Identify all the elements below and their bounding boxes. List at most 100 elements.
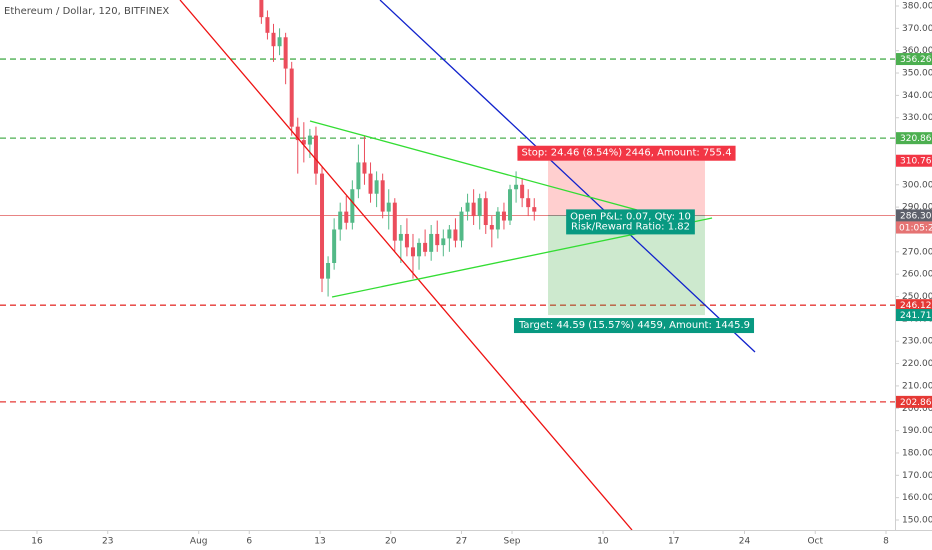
candle-body (374, 180, 379, 194)
candle-body (392, 202, 397, 241)
price-label: 246.12 (900, 301, 932, 311)
candle-body (447, 229, 452, 239)
candle-body (320, 173, 325, 279)
candle-body (350, 189, 355, 223)
y-tick-label: 270.00 (902, 247, 932, 257)
x-tick-label: 17 (668, 537, 679, 547)
x-tick-label: 13 (314, 537, 325, 547)
trend-line (379, 0, 756, 353)
price-label-box (896, 395, 932, 408)
candle-body (489, 225, 494, 230)
y-tick-label: 210.00 (902, 381, 932, 391)
candle-body (483, 198, 488, 226)
x-tick-label: Oct (807, 537, 823, 547)
y-tick-label: 230.00 (902, 337, 932, 347)
candle-body (332, 229, 337, 263)
price-label-box (896, 209, 932, 222)
x-tick-label: 16 (31, 537, 43, 547)
price-label: 320.86 (900, 134, 932, 144)
price-label-box (896, 132, 932, 145)
trend-line (309, 120, 638, 211)
candle-body (429, 233, 434, 252)
price-label-box (896, 154, 932, 167)
candle-body (453, 229, 458, 241)
y-tick-label: 170.00 (902, 471, 932, 481)
target-label: Target: 44.59 (15.57%) 4459, Amount: 144… (513, 318, 755, 334)
price-label: 202.86 (900, 398, 932, 408)
y-tick-label: 260.00 (902, 270, 932, 280)
ratio-text: Risk/Reward Ratio: 1.82 (571, 221, 690, 232)
candle-body (362, 162, 367, 174)
x-tick-label: 23 (102, 537, 113, 547)
candle-body (520, 184, 525, 199)
candle-body (471, 202, 476, 217)
plot-area (0, 0, 895, 530)
x-tick-label: Aug (190, 537, 208, 547)
candle-body (417, 242, 422, 257)
candle-body (404, 233, 409, 248)
candle-body (435, 233, 440, 246)
candle-body (326, 262, 331, 279)
candle-body (465, 202, 470, 212)
y-tick-label: 200.00 (902, 404, 932, 414)
price-label-box (896, 309, 932, 322)
candle-body (410, 247, 415, 257)
y-tick-label: 300.00 (902, 180, 932, 190)
candle-body (368, 173, 373, 194)
candle-body (301, 140, 306, 145)
candle-body (344, 211, 349, 223)
stop-label: Stop: 24.46 (8.54%) 2446, Amount: 755.4 (517, 145, 736, 161)
x-tick-label: 10 (597, 537, 609, 547)
candle-body (514, 184, 519, 190)
price-label-box (896, 299, 932, 312)
price-label: 241.71 (900, 311, 932, 321)
x-tick-label: 8 (883, 537, 889, 547)
trend-line (179, 0, 633, 530)
candle-body (265, 17, 270, 33)
x-tick-label: 6 (246, 537, 252, 547)
price-label: 310.76 (900, 157, 932, 167)
y-tick-label: 220.00 (902, 359, 932, 369)
y-tick-label: 180.00 (902, 448, 932, 458)
price-label-box (896, 53, 932, 66)
candle-body (495, 211, 500, 230)
y-tick-label: 360.00 (902, 46, 932, 56)
x-tick-label: 27 (456, 537, 467, 547)
y-tick-label: 160.00 (902, 493, 932, 503)
y-tick-label: 150.00 (902, 516, 932, 526)
y-tick-label: 370.00 (902, 24, 932, 34)
candle-body (277, 37, 282, 47)
y-tick-label: 250.00 (902, 292, 932, 302)
chart-title: Ethereum / Dollar, 120, BITFINEX (4, 6, 169, 17)
candle-body (271, 32, 276, 47)
stop-zone (548, 160, 705, 216)
candle-body (526, 198, 531, 208)
candle-body (532, 207, 537, 212)
countdown-box (896, 221, 932, 234)
y-tick-label: 380.00 (902, 1, 932, 11)
candle-body (307, 135, 312, 145)
y-tick-label: 290.00 (902, 203, 932, 213)
candle-body (441, 238, 446, 246)
target-label-text: Target: 44.59 (15.57%) 4459, Amount: 144… (518, 320, 750, 331)
y-tick-label: 330.00 (902, 113, 932, 123)
candle-body (459, 211, 464, 241)
candle-body (380, 180, 385, 212)
y-tick-label: 350.00 (902, 69, 932, 79)
pnl-box (566, 209, 695, 235)
candle-body (508, 189, 513, 221)
candle-body (289, 68, 294, 127)
x-tick-label: Sep (504, 537, 521, 547)
candle-body (283, 37, 288, 69)
countdown: 01:05:20 (899, 224, 932, 234)
price-label: 356.26 (900, 55, 932, 65)
candle-body (356, 162, 361, 190)
candle-body (398, 233, 403, 241)
stop-label-text: Stop: 24.46 (8.54%) 2446, Amount: 755.4 (521, 148, 731, 159)
x-tick-label: 24 (739, 537, 751, 547)
candle-body (338, 211, 343, 230)
y-tick-label: 190.00 (902, 426, 932, 436)
candle-body (295, 126, 300, 141)
